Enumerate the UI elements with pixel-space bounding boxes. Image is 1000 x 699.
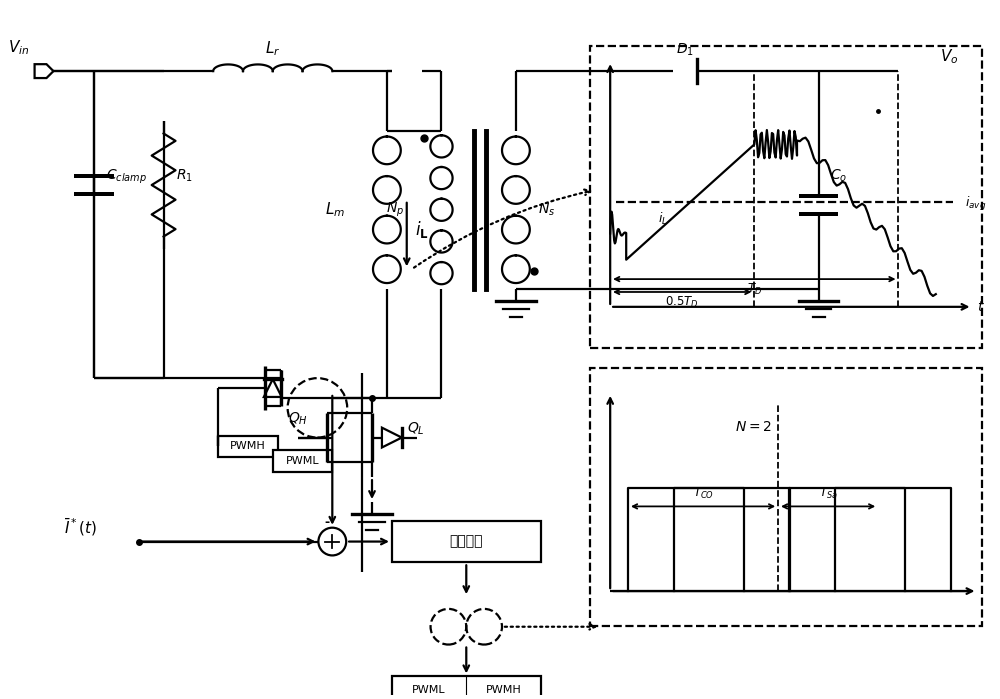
Text: $i_{avg}$: $i_{avg}$ [965,195,987,213]
Text: PWML: PWML [286,456,319,466]
Text: $C_o$: $C_o$ [830,168,848,185]
Polygon shape [917,64,936,78]
Text: $N_s$: $N_s$ [538,201,555,218]
Polygon shape [264,379,282,397]
Text: $V_o$: $V_o$ [940,48,958,66]
Bar [392,521,541,563]
Text: 电流调节: 电流调节 [450,535,483,549]
Text: $V_{in}$: $V_{in}$ [8,38,30,57]
Text: $C_{clamp}$: $C_{clamp}$ [106,168,147,187]
Text: $0.5T_D$: $0.5T_D$ [665,295,699,310]
Polygon shape [673,59,697,83]
Bar [392,676,541,699]
Text: $Q_L$: $Q_L$ [407,421,425,437]
Polygon shape [35,64,53,78]
Text: $L_m$: $L_m$ [325,201,345,219]
Text: -: - [325,517,330,529]
Bar [218,435,278,457]
Text: $\bar{I}^*(t)$: $\bar{I}^*(t)$ [64,517,97,538]
Text: $L_r$: $L_r$ [265,39,280,58]
Text: $i_{\mathbf{L}}$: $i_{\mathbf{L}}$ [415,219,428,240]
Text: $N_p$: $N_p$ [386,201,404,219]
Text: $D_1$: $D_1$ [676,41,694,58]
Polygon shape [382,428,402,447]
Text: $Q_H$: $Q_H$ [288,411,308,427]
Text: $N = 2$: $N = 2$ [735,420,772,434]
Text: $T_D$: $T_D$ [747,282,762,297]
Bar [590,368,982,626]
Text: PWMH: PWMH [486,685,522,695]
Text: $T_{CO}$: $T_{CO}$ [693,486,714,500]
Text: PWML: PWML [412,685,445,695]
Bar [590,46,982,348]
Text: $T_{Sa}$: $T_{Sa}$ [819,486,838,500]
Text: $t$: $t$ [977,300,985,314]
Bar [273,450,332,473]
Text: PWMH: PWMH [230,442,266,452]
Text: $i_L$: $i_L$ [658,211,668,227]
Text: $R_1$: $R_1$ [176,168,192,185]
